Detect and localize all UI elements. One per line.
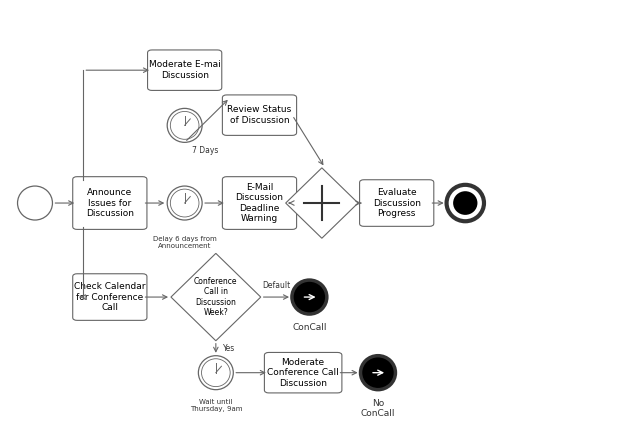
Text: E-Mail
Discussion
Deadline
Warning: E-Mail Discussion Deadline Warning bbox=[236, 183, 284, 223]
Text: Moderate
Conference Call
Discussion: Moderate Conference Call Discussion bbox=[268, 358, 339, 388]
FancyBboxPatch shape bbox=[222, 95, 297, 136]
Text: Check Calendar
for Conference
Call: Check Calendar for Conference Call bbox=[74, 282, 146, 312]
Text: Moderate E-mai
Discussion: Moderate E-mai Discussion bbox=[149, 61, 221, 80]
FancyBboxPatch shape bbox=[222, 177, 297, 229]
Text: ConCall: ConCall bbox=[292, 323, 327, 332]
Ellipse shape bbox=[201, 359, 230, 386]
Ellipse shape bbox=[292, 280, 327, 314]
Polygon shape bbox=[171, 253, 261, 341]
Polygon shape bbox=[286, 168, 358, 238]
FancyBboxPatch shape bbox=[359, 180, 434, 226]
Text: Announce
Issues for
Discussion: Announce Issues for Discussion bbox=[86, 188, 134, 218]
Text: Delay 6 days from
Announcement: Delay 6 days from Announcement bbox=[152, 236, 216, 248]
FancyBboxPatch shape bbox=[72, 177, 147, 229]
Text: Review Status
of Discussion: Review Status of Discussion bbox=[228, 105, 292, 125]
FancyBboxPatch shape bbox=[264, 352, 342, 393]
Ellipse shape bbox=[171, 112, 199, 139]
FancyBboxPatch shape bbox=[148, 50, 222, 91]
Text: 7 Days: 7 Days bbox=[192, 146, 219, 155]
Text: Wait until
Thursday, 9am: Wait until Thursday, 9am bbox=[189, 399, 242, 412]
FancyBboxPatch shape bbox=[72, 274, 147, 320]
Ellipse shape bbox=[171, 189, 199, 217]
Ellipse shape bbox=[168, 186, 202, 220]
Ellipse shape bbox=[18, 186, 53, 220]
Ellipse shape bbox=[361, 356, 396, 390]
Ellipse shape bbox=[168, 108, 202, 142]
Ellipse shape bbox=[198, 356, 233, 390]
Ellipse shape bbox=[453, 191, 478, 215]
Ellipse shape bbox=[447, 185, 484, 221]
Text: Default: Default bbox=[262, 281, 291, 290]
Text: Evaluate
Discussion
Progress: Evaluate Discussion Progress bbox=[372, 188, 421, 218]
Text: Conference
Call in
Discussion
Week?: Conference Call in Discussion Week? bbox=[194, 277, 238, 317]
Text: Yes: Yes bbox=[223, 344, 236, 353]
Text: No
ConCall: No ConCall bbox=[361, 399, 395, 418]
